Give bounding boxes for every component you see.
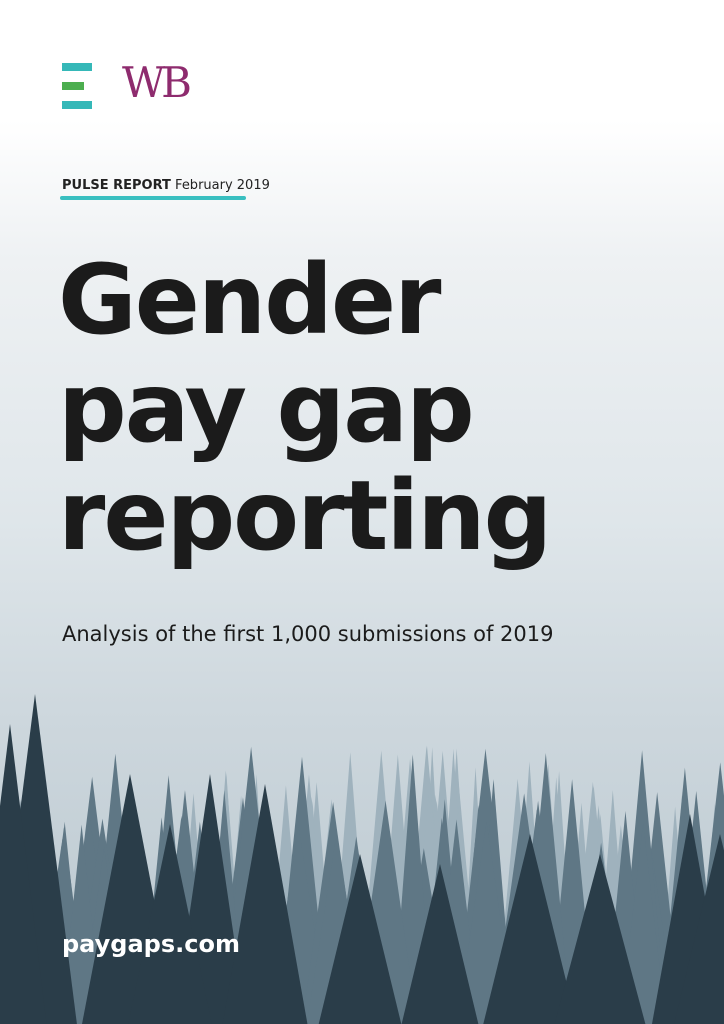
header-underline bbox=[60, 196, 246, 200]
title-line: pay gap bbox=[58, 352, 475, 464]
footer-url: paygaps.com bbox=[62, 930, 240, 958]
tree bbox=[318, 854, 402, 1024]
logo-e bbox=[62, 63, 92, 109]
report-date: February 2019 bbox=[175, 178, 270, 193]
tree bbox=[401, 864, 479, 1024]
tree bbox=[483, 834, 577, 1024]
report-label: PULSE REPORT bbox=[62, 178, 171, 193]
title: Gender pay gap reporting bbox=[58, 244, 552, 572]
tree bbox=[0, 724, 47, 1024]
tree bbox=[128, 824, 212, 1024]
report-header: PULSE REPORT February 2019 bbox=[62, 178, 270, 193]
tree bbox=[674, 834, 724, 1024]
tree bbox=[554, 854, 646, 1024]
tree bbox=[222, 784, 308, 1024]
title-line: Gender bbox=[58, 244, 441, 356]
logo-wb: WB bbox=[122, 58, 192, 107]
title-line: reporting bbox=[58, 460, 552, 572]
subtitle: Analysis of the first 1,000 submissions … bbox=[62, 622, 554, 646]
